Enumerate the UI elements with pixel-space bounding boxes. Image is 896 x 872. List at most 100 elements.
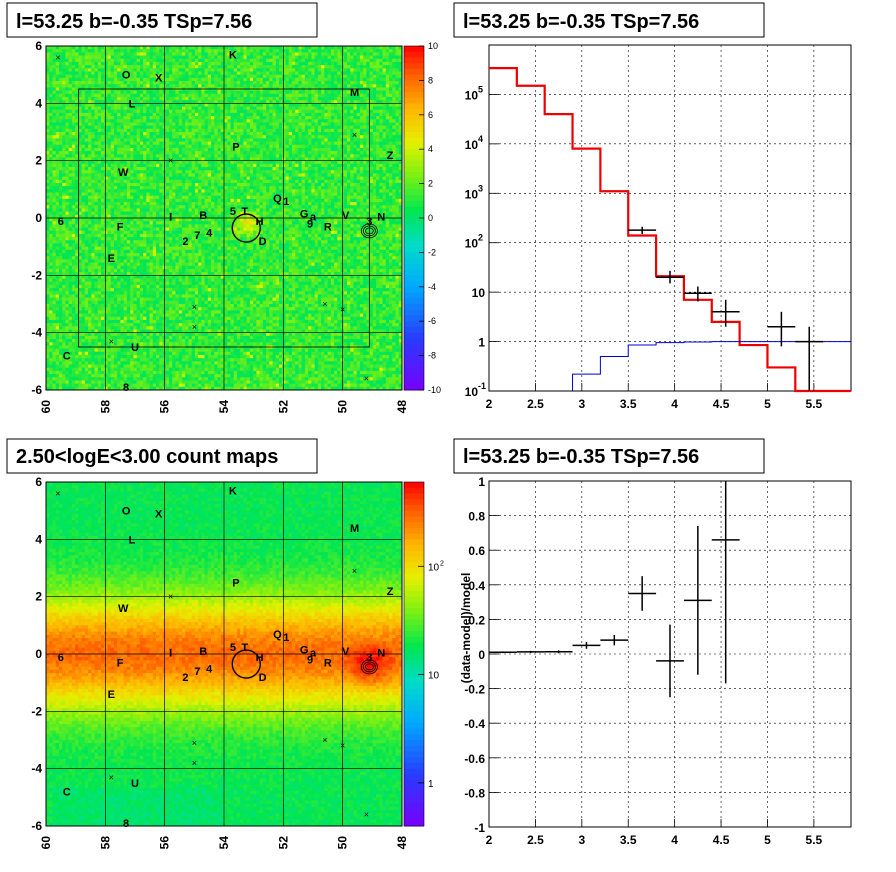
- map-cell: [230, 126, 234, 130]
- map-cell: [166, 186, 170, 190]
- map-cell: [133, 151, 137, 155]
- map-cell: [269, 186, 273, 190]
- map-cell: [321, 84, 325, 88]
- map-cell: [156, 56, 160, 60]
- map-cell: [318, 97, 322, 101]
- map-cell: [65, 151, 69, 155]
- map-cell: [373, 52, 377, 56]
- map-cell: [324, 52, 328, 56]
- map-cell: [357, 177, 361, 181]
- map-cell: [289, 154, 293, 158]
- map-cell: [205, 138, 209, 142]
- map-cell: [331, 154, 335, 158]
- map-cell: [285, 177, 289, 181]
- map-cell: [379, 59, 383, 63]
- map-cell: [62, 180, 66, 184]
- map-cell: [279, 46, 283, 50]
- map-cell: [211, 78, 215, 82]
- map-cell: [250, 49, 254, 53]
- map-cell: [328, 154, 332, 158]
- map-cell: [227, 151, 231, 155]
- map-cell: [253, 122, 257, 126]
- map-cell: [315, 186, 319, 190]
- map-cell: [179, 84, 183, 88]
- map-cell: [98, 84, 102, 88]
- map-cell: [331, 107, 335, 111]
- map-cell: [243, 75, 247, 79]
- map-cell: [172, 46, 176, 50]
- map-cell: [253, 151, 257, 155]
- map-cell: [276, 68, 280, 72]
- map-cell: [324, 170, 328, 174]
- map-cell: [52, 107, 56, 111]
- map-cell: [175, 167, 179, 171]
- map-cell: [273, 151, 277, 155]
- map-cell: [182, 49, 186, 53]
- map-cell: [65, 154, 69, 158]
- map-cell: [237, 68, 241, 72]
- map-cell: [218, 75, 222, 79]
- map-cell: [218, 103, 222, 107]
- map-cell: [379, 103, 383, 107]
- map-cell: [247, 161, 251, 165]
- map-cell: [334, 177, 338, 181]
- map-cell: [146, 161, 150, 165]
- map-cell: [153, 65, 157, 69]
- map-cell: [104, 78, 108, 82]
- map-cell: [331, 116, 335, 120]
- map-cell: [282, 116, 286, 120]
- map-cell: [72, 71, 76, 75]
- map-cell: [250, 62, 254, 66]
- map-cell: [276, 116, 280, 120]
- map-cell: [337, 119, 341, 123]
- map-cell: [321, 132, 325, 136]
- map-cell: [137, 103, 141, 107]
- map-cell: [218, 84, 222, 88]
- map-cell: [143, 177, 147, 181]
- map-cell: [75, 122, 79, 126]
- map-cell: [396, 135, 400, 139]
- map-cell: [85, 119, 89, 123]
- map-cell: [234, 122, 238, 126]
- map-cell: [324, 154, 328, 158]
- map-cell: [98, 71, 102, 75]
- map-cell: [324, 59, 328, 63]
- map-cell: [353, 126, 357, 130]
- map-cell: [175, 97, 179, 101]
- map-cell: [279, 186, 283, 190]
- map-cell: [120, 161, 124, 165]
- map-cell: [292, 46, 296, 50]
- map-cell: [107, 189, 111, 193]
- map-cell: [328, 59, 332, 63]
- map-cell: [214, 151, 218, 155]
- map-cell: [49, 68, 53, 72]
- map-cell: [198, 126, 202, 130]
- map-cell: [169, 189, 173, 193]
- map-cell: [72, 164, 76, 168]
- map-cell: [195, 167, 199, 171]
- map-cell: [120, 59, 124, 63]
- map-cell: [240, 68, 244, 72]
- map-cell: [308, 145, 312, 149]
- map-cell: [146, 183, 150, 187]
- map-cell: [46, 94, 50, 98]
- map-cell: [234, 183, 238, 187]
- map-cell: [208, 151, 212, 155]
- map-cell: [379, 46, 383, 50]
- map-cell: [52, 189, 56, 193]
- map-cell: [169, 75, 173, 79]
- map-cell: [285, 75, 289, 79]
- map-cell: [357, 180, 361, 184]
- map-cell: [82, 151, 86, 155]
- map-cell: [227, 167, 231, 171]
- map-cell: [331, 91, 335, 95]
- map-cell: [146, 107, 150, 111]
- map-cell: [49, 78, 53, 82]
- map-cell: [250, 46, 254, 50]
- map-cell: [49, 49, 53, 53]
- map-cell: [289, 97, 293, 101]
- map-cell: [146, 122, 150, 126]
- map-cell: [292, 126, 296, 130]
- map-cell: [243, 103, 247, 107]
- map-cell: [263, 59, 267, 63]
